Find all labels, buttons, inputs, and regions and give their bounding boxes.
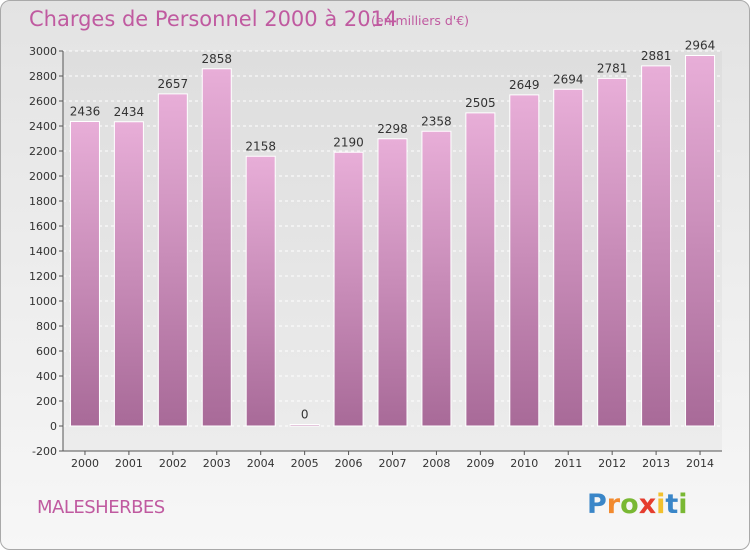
bar-2001 (113, 121, 144, 427)
logo-letter: o (620, 489, 639, 520)
y-tick-label: 1800 (29, 195, 57, 208)
bar-2010 (509, 94, 540, 427)
data-label-2013: 2881 (641, 49, 672, 63)
x-tick-label-2005: 2005 (291, 457, 319, 470)
data-label-2012: 2781 (597, 61, 628, 75)
logo-letter: i (678, 489, 688, 520)
x-tick-label-2004: 2004 (247, 457, 275, 470)
y-tick-label: 0 (50, 420, 57, 433)
logo-letter: t (665, 489, 679, 520)
x-tick-label-2002: 2002 (159, 457, 187, 470)
bar-2005 (289, 424, 320, 427)
y-tick-label: 2400 (29, 120, 57, 133)
bar-2013 (641, 65, 672, 427)
y-tick-label: 400 (36, 370, 57, 383)
y-tick-label: 1600 (29, 220, 57, 233)
data-label-2010: 2649 (509, 78, 540, 92)
chart-title: Charges de Personnel 2000 à 2014 (29, 7, 398, 31)
bar-2008 (421, 130, 452, 427)
y-axis: -200 0 200 400 600 800 1000 1200 1400 1600 1800 200… (29, 45, 64, 458)
logo-letter: i (656, 489, 666, 520)
data-label-2006: 2190 (333, 135, 364, 149)
x-tick-label-2008: 2008 (422, 457, 450, 470)
data-label-2014: 2964 (685, 39, 716, 53)
logo-letter: r (606, 489, 621, 520)
data-label-2000: 2436 (70, 105, 101, 119)
chart-subtitle: (en milliers d'€) (371, 13, 470, 28)
bar-2004 (245, 155, 276, 427)
bar-2011 (553, 88, 584, 427)
bar-2000 (69, 121, 100, 427)
x-tick-label-2011: 2011 (554, 457, 582, 470)
y-tick-label: 3000 (29, 45, 57, 58)
proxiti-logo: Proxiti (587, 489, 688, 520)
bar-2012 (597, 77, 628, 427)
data-labels: 2436 2434 2657 2858 2158 0 2190 2298 2358 2505 264… (70, 39, 716, 422)
bar-2006 (333, 151, 364, 427)
y-tick-label: 2600 (29, 95, 57, 108)
y-tick-label: 600 (36, 345, 57, 358)
bar-2002 (157, 93, 188, 427)
y-tick-label: 2000 (29, 170, 57, 183)
x-tick-label-2009: 2009 (466, 457, 494, 470)
data-label-2008: 2358 (421, 114, 452, 128)
x-axis: 2000 2001 2002 2003 2004 2005 2006 2007 2008 2009… (63, 450, 722, 470)
y-tick-label: 800 (36, 320, 57, 333)
data-label-2005: 0 (301, 408, 309, 422)
y-tick-label: 2800 (29, 70, 57, 83)
data-label-2001: 2434 (114, 105, 145, 119)
logo-letter: P (587, 489, 607, 520)
x-tick-label-2010: 2010 (510, 457, 538, 470)
x-tick-label-2000: 2000 (71, 457, 99, 470)
x-tick-label-2007: 2007 (379, 457, 407, 470)
y-tick-label: 200 (36, 395, 57, 408)
x-tick-label-2012: 2012 (598, 457, 626, 470)
x-tick-label-2001: 2001 (115, 457, 143, 470)
logo-letter: x (638, 489, 657, 520)
data-label-2003: 2858 (201, 52, 232, 66)
bar-2003 (201, 68, 232, 427)
bars (69, 55, 716, 427)
commune-name: MALESHERBES (37, 497, 165, 518)
data-label-2011: 2694 (553, 72, 584, 86)
y-tick-label: 1200 (29, 270, 57, 283)
x-tick-label-2013: 2013 (642, 457, 670, 470)
data-label-2004: 2158 (245, 139, 276, 153)
bar-2007 (377, 138, 408, 427)
data-label-2009: 2505 (465, 96, 496, 110)
y-tick-label: 2200 (29, 145, 57, 158)
bar-2009 (465, 112, 496, 427)
data-label-2007: 2298 (377, 122, 408, 136)
y-tick-label: -200 (32, 445, 57, 458)
y-tick-label: 1000 (29, 295, 57, 308)
x-tick-label-2014: 2014 (686, 457, 714, 470)
data-label-2002: 2657 (158, 77, 189, 91)
bar-2014 (685, 55, 716, 427)
y-tick-label: 1400 (29, 245, 57, 258)
x-tick-label-2006: 2006 (335, 457, 363, 470)
x-tick-label-2003: 2003 (203, 457, 231, 470)
